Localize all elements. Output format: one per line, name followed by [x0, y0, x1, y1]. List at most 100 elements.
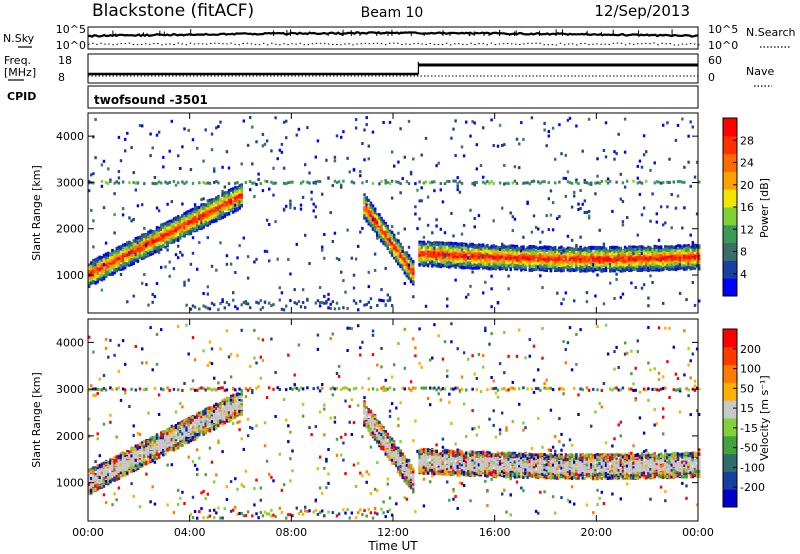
power-echo-cell [454, 248, 457, 252]
power-echo-cell [452, 242, 455, 246]
power-echo-cell [109, 262, 112, 266]
power-echo-cell [403, 282, 407, 285]
power-echo-cell [255, 183, 258, 186]
power-echo-cell [450, 245, 453, 249]
power-echo-cell [547, 130, 551, 133]
power-echo-cell [143, 238, 146, 242]
power-echo-cell [494, 266, 498, 270]
power-echo-cell [422, 264, 426, 267]
power-echo-cell [543, 245, 546, 249]
power-echo-cell [136, 259, 140, 263]
power-echo-cell [206, 292, 210, 296]
power-echo-cell [422, 262, 426, 266]
power-echo-cell [469, 257, 472, 260]
power-echo-cell [494, 260, 498, 264]
power-echo-cell [482, 264, 485, 268]
power-echo-cell [232, 190, 235, 193]
power-echo-cell [403, 155, 407, 159]
power-echo-cell [407, 272, 411, 276]
power-echo-cell [450, 254, 453, 258]
power-echo-cell [435, 259, 438, 263]
power-echo-cell [386, 226, 390, 230]
power-echo-cell [373, 229, 377, 233]
power-echo-cell [462, 154, 466, 158]
power-echo-cell [96, 277, 99, 281]
power-echo-cell [399, 243, 402, 247]
power-echo-cell [104, 264, 108, 268]
power-echo-cell [371, 207, 375, 211]
power-echo-cell [437, 257, 440, 261]
power-echo-cell [393, 235, 396, 239]
power-echo-cell [234, 305, 237, 309]
power-echo-cell [524, 248, 527, 251]
power-echo-cell [454, 119, 457, 123]
power-echo-cell [187, 231, 190, 235]
power-echo-cell [462, 244, 466, 248]
power-echo-cell [409, 279, 413, 283]
power-echo-cell [244, 300, 248, 304]
power-echo-cell [200, 212, 203, 216]
power-echo-cell [295, 242, 299, 246]
power-echo-cell [549, 267, 553, 271]
power-echo-cell [229, 198, 233, 202]
power-echo-cell [534, 268, 538, 272]
power-echo-cell [418, 248, 421, 251]
power-echo-cell [380, 299, 383, 302]
power-echo-cell [100, 271, 104, 274]
power-echo-cell [238, 205, 241, 208]
power-echo-cell [384, 233, 387, 237]
power-echo-cell [164, 180, 167, 184]
power-echo-cell [528, 254, 532, 258]
power-echo-cell [198, 210, 201, 213]
power-echo-cell [513, 266, 517, 270]
power-echo-cell [128, 261, 131, 265]
power-echo-cell [528, 257, 532, 261]
power-echo-cell [534, 264, 538, 268]
power-echo-cell [422, 244, 426, 248]
power-echo-cell [138, 244, 142, 248]
power-echo-cell [350, 180, 354, 184]
power-echo-cell [168, 219, 171, 223]
power-echo-cell [435, 251, 438, 255]
power-echo-cell [246, 302, 250, 306]
power-echo-cell [107, 271, 110, 275]
power-echo-cell [418, 243, 421, 247]
power-echo-cell [479, 164, 483, 167]
power-echo-cell [187, 209, 190, 213]
power-echo-cell [88, 283, 91, 287]
power-echo-cell [471, 245, 474, 249]
power-echo-cell [227, 198, 231, 202]
power-echo-cell [168, 233, 171, 237]
power-echo-cell [378, 232, 381, 236]
power-echo-cell [183, 216, 186, 220]
power-echo-cell [255, 300, 258, 304]
power-echo-cell [393, 244, 396, 248]
power-echo-cell [354, 126, 358, 130]
power-echo-cell [168, 222, 171, 225]
power-echo-cell [132, 258, 135, 262]
power-echo-cell [513, 252, 517, 256]
power-echo-cell [365, 207, 368, 211]
power-echo-cell [96, 258, 99, 262]
power-echo-cell [367, 206, 371, 210]
power-echo-cell [429, 242, 432, 246]
power-echo-cell [437, 244, 440, 248]
power-echo-cell [384, 231, 387, 235]
power-echo-cell [431, 262, 434, 266]
power-echo-cell [473, 217, 476, 220]
power-echo-cell [513, 165, 517, 169]
power-echo-cell [259, 307, 263, 311]
power-echo-cell [395, 251, 398, 255]
power-echo-cell [155, 133, 159, 137]
power-echo-cell [206, 306, 210, 310]
power-echo-cell [526, 246, 529, 250]
power-echo-cell [403, 227, 407, 231]
power-echo-cell [376, 221, 379, 224]
power-echo-cell [386, 181, 390, 184]
power-echo-cell [261, 189, 265, 193]
power-echo-cell [314, 155, 318, 159]
power-echo-cell [462, 256, 466, 260]
power-echo-cell [208, 307, 212, 311]
power-echo-cell [132, 256, 135, 260]
power-echo-cell [384, 240, 387, 244]
